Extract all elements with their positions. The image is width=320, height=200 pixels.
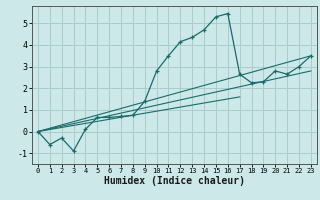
X-axis label: Humidex (Indice chaleur): Humidex (Indice chaleur) [104,176,245,186]
